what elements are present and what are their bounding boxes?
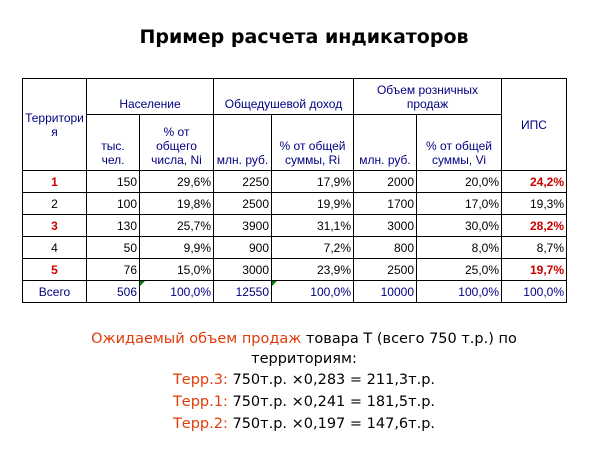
- total-cell-rp: 100,0%: [416, 280, 502, 303]
- calc-label: Терр.3:: [172, 372, 228, 388]
- header-population: Население: [86, 78, 214, 115]
- table-cell-ip: 19,9%: [271, 192, 354, 215]
- table-cell-ip: 17,9%: [271, 170, 354, 193]
- table-cell-r: 1700: [353, 192, 417, 215]
- table-row: 5 76 15,0% 3000 23,9% 2500 25,0% 19,7%: [22, 258, 567, 281]
- subheader-retail-abs: млн. руб.: [353, 114, 417, 171]
- table-cell-r: 2000: [353, 170, 417, 193]
- table-cell-r: 3000: [353, 214, 417, 237]
- table-cell-rp: 25,0%: [416, 258, 502, 281]
- calc-intro: Ожидаемый объем продаж товара Т (всего 7…: [0, 331, 608, 347]
- table-cell-p: 130: [86, 214, 140, 237]
- table-cell-t: 5: [22, 258, 87, 281]
- table-cell-i: 3900: [213, 214, 272, 237]
- table-row: 1 150 29,6% 2250 17,9% 2000 20,0% 24,2%: [22, 170, 567, 193]
- header-retail: Объем розничных продаж: [353, 78, 502, 115]
- calc-label: Терр.2:: [172, 416, 228, 432]
- subheader-pop-abs: тыс. чел.: [86, 114, 140, 171]
- table-cell-pp: 9,9%: [139, 236, 214, 259]
- table-cell-ips: 19,7%: [501, 258, 567, 281]
- table-cell-p: 150: [86, 170, 140, 193]
- total-cell-r: 10000: [353, 280, 417, 303]
- table-cell-rp: 30,0%: [416, 214, 502, 237]
- table-cell-ips: 8,7%: [501, 236, 567, 259]
- table-cell-p: 100: [86, 192, 140, 215]
- calc-expr: 750т.р. ×0,241 = 181,5т.р.: [232, 394, 436, 410]
- total-cell-i: 12550: [213, 280, 272, 303]
- calc-label: Терр.1:: [172, 394, 228, 410]
- header-territory: Территория: [22, 78, 87, 171]
- table-cell-ips: 28,2%: [501, 214, 567, 237]
- calc-line-terr3: Терр.3: 750т.р. ×0,283 = 211,3т.р.: [0, 372, 608, 388]
- total-cell-p: 506: [86, 280, 140, 303]
- total-cell-pp: 100,0%: [139, 280, 214, 303]
- subheader-income-abs: млн. руб.: [213, 114, 272, 171]
- total-cell-ips: 100,0%: [501, 280, 567, 303]
- slide-title: Пример расчета индикаторов: [139, 26, 469, 48]
- calc-intro-line2: территориям:: [251, 351, 357, 367]
- table-cell-pp: 25,7%: [139, 214, 214, 237]
- calc-line-terr2: Терр.2: 750т.р. ×0,197 = 147,6т.р.: [0, 416, 608, 432]
- table-cell-r: 800: [353, 236, 417, 259]
- table-cell-p: 76: [86, 258, 140, 281]
- table-cell-t: 3: [22, 214, 87, 237]
- calc-intro-rest: товара Т (всего 750 т.р.) по: [301, 331, 517, 347]
- table-cell-pp: 19,8%: [139, 192, 214, 215]
- calc-expr: 750т.р. ×0,283 = 211,3т.р.: [232, 372, 436, 388]
- table-cell-i: 2250: [213, 170, 272, 193]
- table-cell-ip: 23,9%: [271, 258, 354, 281]
- subheader-pop-pct: % от общего числа, Ni: [139, 114, 214, 171]
- table-row: 2 100 19,8% 2500 19,9% 1700 17,0% 19,3%: [22, 192, 567, 215]
- table-cell-t: 4: [22, 236, 87, 259]
- header-income: Общедушевой доход: [213, 78, 354, 115]
- table-cell-ips: 24,2%: [501, 170, 567, 193]
- header-ips: ИПС: [501, 78, 567, 171]
- table-cell-ips: 19,3%: [501, 192, 567, 215]
- table-cell-i: 3000: [213, 258, 272, 281]
- calc-intro-accent: Ожидаемый объем продаж: [91, 331, 302, 347]
- indicator-table: Территория Население Общедушевой доход О…: [22, 78, 567, 303]
- subheader-retail-pct: % от общей суммы, Vi: [416, 114, 502, 171]
- total-cell-ip: 100,0%: [271, 280, 354, 303]
- table-row-total: Всего 506 100,0% 12550 100,0% 10000 100,0% 100,…: [22, 280, 567, 303]
- table-cell-ip: 7,2%: [271, 236, 354, 259]
- total-cell-t: Всего: [22, 280, 87, 303]
- table-cell-t: 1: [22, 170, 87, 193]
- table-cell-ip: 31,1%: [271, 214, 354, 237]
- table-row: 3 130 25,7% 3900 31,1% 3000 30,0% 28,2%: [22, 214, 567, 237]
- table-cell-i: 2500: [213, 192, 272, 215]
- table-cell-r: 2500: [353, 258, 417, 281]
- table-row: 4 50 9,9% 900 7,2% 800 8,0% 8,7%: [22, 236, 567, 259]
- subheader-income-pct: % от общей суммы, Ri: [271, 114, 354, 171]
- table-cell-rp: 20,0%: [416, 170, 502, 193]
- table-cell-i: 900: [213, 236, 272, 259]
- table-cell-p: 50: [86, 236, 140, 259]
- table-cell-rp: 8,0%: [416, 236, 502, 259]
- table-cell-pp: 15,0%: [139, 258, 214, 281]
- calc-line-terr1: Терр.1: 750т.р. ×0,241 = 181,5т.р.: [0, 394, 608, 410]
- table-cell-pp: 29,6%: [139, 170, 214, 193]
- table-cell-rp: 17,0%: [416, 192, 502, 215]
- calc-expr: 750т.р. ×0,197 = 147,6т.р.: [232, 416, 436, 432]
- table-cell-t: 2: [22, 192, 87, 215]
